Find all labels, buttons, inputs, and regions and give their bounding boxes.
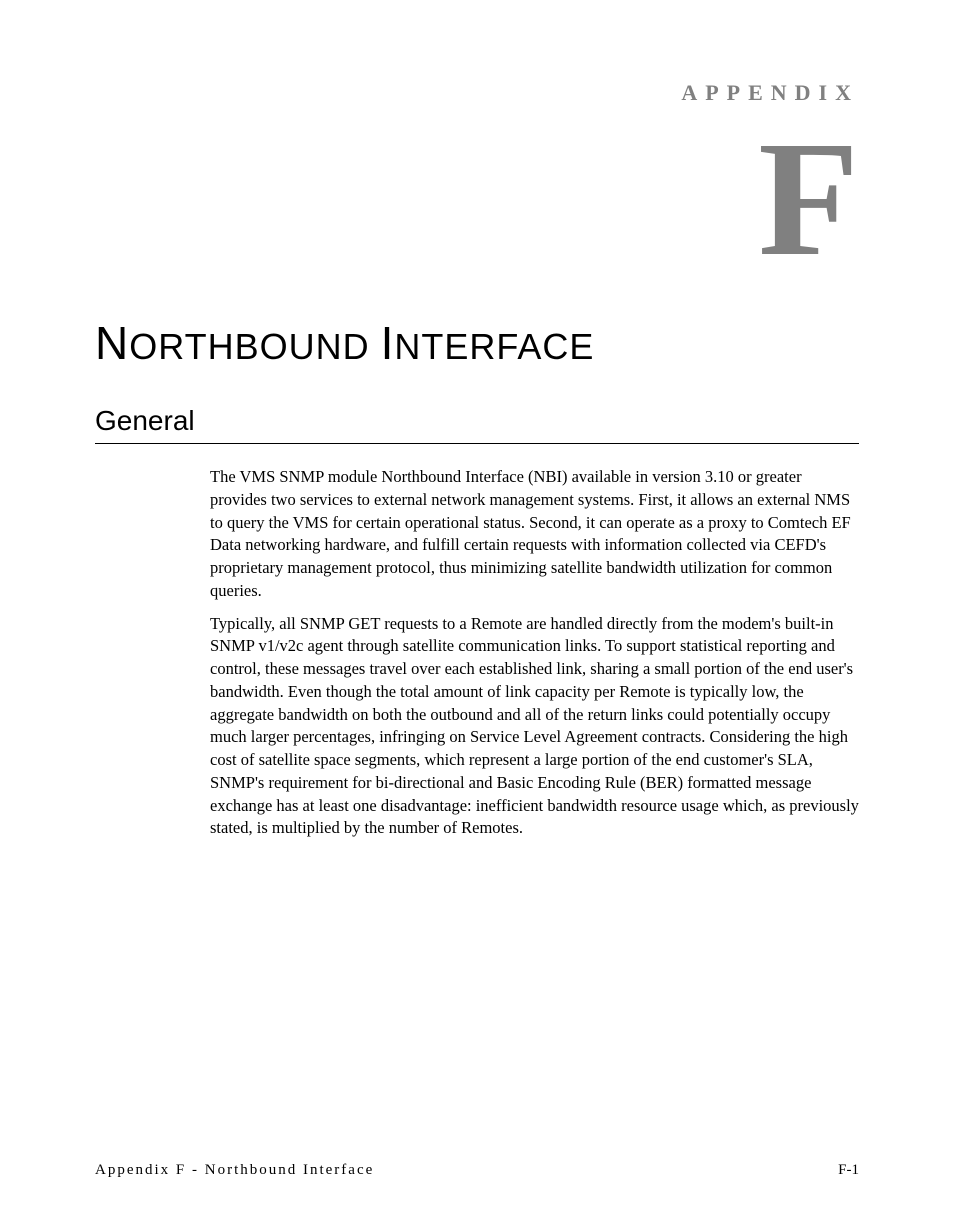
footer-right: F-1 bbox=[838, 1162, 859, 1179]
appendix-label: APPENDIX bbox=[95, 80, 859, 106]
body-text: The VMS SNMP module Northbound Interface… bbox=[210, 466, 859, 840]
chapter-title: NORTHBOUND INTERFACE bbox=[95, 316, 859, 370]
chapter-title-first-2: I bbox=[381, 317, 395, 369]
appendix-letter-container: F bbox=[95, 126, 859, 266]
chapter-title-rest-2: NTERFACE bbox=[394, 326, 594, 367]
footer-left: Appendix F - Northbound Interface bbox=[95, 1162, 374, 1179]
section-title: General bbox=[95, 405, 859, 444]
paragraph-2: Typically, all SNMP GET requests to a Re… bbox=[210, 613, 859, 841]
paragraph-1: The VMS SNMP module Northbound Interface… bbox=[210, 466, 859, 603]
chapter-title-rest-1: ORTHBOUND bbox=[129, 326, 369, 367]
chapter-title-first-1: N bbox=[95, 317, 129, 369]
footer: Appendix F - Northbound Interface F-1 bbox=[95, 1162, 859, 1179]
appendix-letter: F bbox=[758, 116, 859, 281]
